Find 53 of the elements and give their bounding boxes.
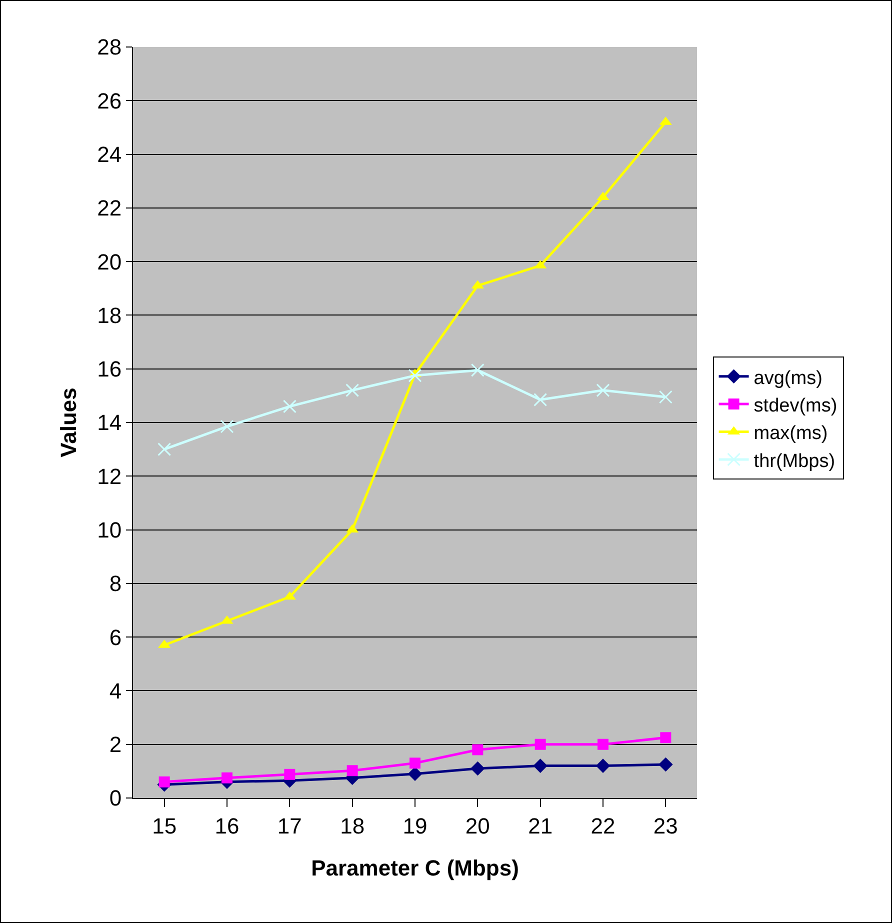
y-tick-label: 20 — [97, 249, 122, 274]
y-tick-label: 18 — [97, 302, 122, 328]
y-tick-label: 16 — [97, 356, 122, 382]
legend-label: avg(ms) — [754, 368, 822, 389]
point — [158, 776, 170, 788]
x-tick-label: 22 — [590, 813, 616, 838]
point — [596, 758, 610, 773]
point — [346, 384, 360, 398]
point — [472, 744, 484, 756]
point — [534, 392, 548, 406]
point — [284, 768, 296, 780]
point — [410, 758, 420, 769]
point — [408, 368, 422, 382]
y-tick-label: 2 — [109, 732, 122, 758]
x-tick-label: 18 — [340, 813, 365, 838]
point — [596, 384, 610, 398]
point — [533, 758, 548, 773]
x-tick-label: 17 — [277, 813, 302, 838]
y-tick-label: 6 — [109, 624, 122, 650]
point — [346, 765, 358, 776]
point — [598, 738, 608, 750]
point — [408, 766, 422, 782]
point — [222, 772, 232, 784]
x-tick-label: 15 — [152, 813, 177, 838]
y-tick-label: 26 — [97, 88, 122, 114]
y-tick-label: 8 — [109, 571, 122, 596]
x-tick-label: 20 — [465, 813, 490, 838]
x-tick-label: 23 — [653, 813, 678, 838]
point — [534, 738, 546, 750]
y-tick-label: 0 — [109, 786, 122, 811]
y-tick-label: 28 — [97, 34, 122, 60]
y-tick-label: 4 — [109, 678, 122, 704]
x-tick-label: 16 — [214, 813, 240, 838]
point — [658, 757, 673, 772]
y-tick-label: 12 — [97, 464, 122, 489]
point — [470, 761, 485, 776]
y-tick-label: 10 — [97, 517, 122, 542]
point — [282, 400, 296, 414]
y-tick-label: 14 — [97, 410, 122, 436]
x-tick-label: 21 — [528, 813, 553, 838]
point — [158, 442, 172, 456]
point — [660, 732, 672, 744]
x-tick-label: 19 — [402, 813, 428, 838]
x-axis-title: Parameter C (Mbps) — [311, 855, 519, 880]
legend-label: thr(Mbps) — [754, 450, 836, 472]
y-tick-label: 22 — [97, 196, 122, 221]
point — [658, 390, 672, 404]
legend-label: max(ms) — [754, 423, 828, 444]
legend-label: stdev(ms) — [754, 395, 838, 416]
y-tick-label: 24 — [97, 142, 122, 167]
point — [470, 363, 484, 377]
y-axis-title: Values — [56, 388, 81, 458]
point — [220, 420, 234, 434]
